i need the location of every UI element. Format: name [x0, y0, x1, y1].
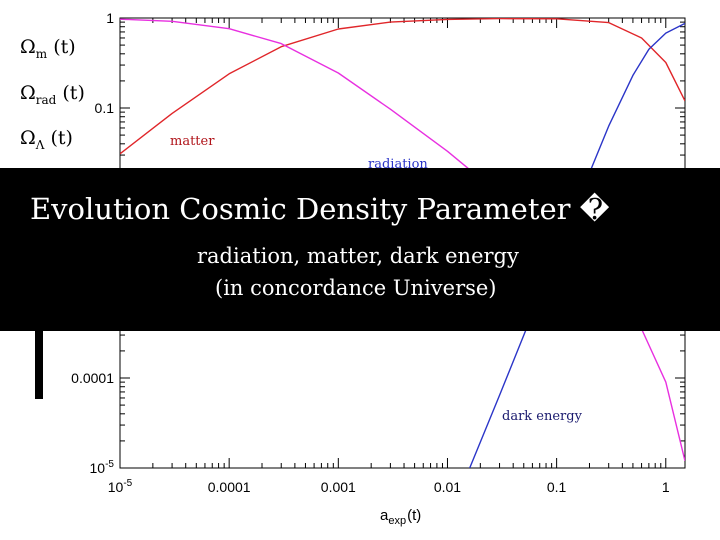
legend-entry-radiation: Ωrad (t) [20, 82, 85, 107]
legend-sub: m [35, 46, 48, 61]
x-tick-label: 10-5 [108, 478, 133, 495]
legend-entry-dark-energy: ΩΛ (t) [20, 127, 73, 152]
series-line-dark-energy [469, 22, 685, 468]
legend-entry-matter: Ωm (t) [20, 36, 76, 61]
curve-label-matter: matter [170, 134, 215, 149]
series-line-matter [120, 18, 685, 155]
legend-suffix: (t) [62, 82, 85, 104]
decorative-bar [35, 331, 43, 399]
x-tick-label: 0.1 [547, 479, 567, 495]
x-axis-label: aexp(t) [380, 507, 421, 527]
x-tick-label: 1 [662, 479, 670, 495]
legend-sub: Λ [35, 137, 45, 152]
banner-subtitle-line1: radiation, matter, dark energy [197, 244, 519, 268]
axis-ticks: 10-5 0.0001 0.001 0.01 0.1 1 10-5 0.0001 0.1 1 [71, 10, 685, 495]
legend-suffix: (t) [53, 36, 76, 58]
legend-symbol: Ω [20, 127, 36, 149]
x-tick-label: 0.01 [434, 479, 461, 495]
curve-label-dark-energy: dark energy [502, 409, 582, 424]
y-tick-label: 10-5 [90, 459, 115, 476]
x-tick-label: 0.0001 [208, 479, 251, 495]
legend-symbol: Ω [20, 82, 36, 104]
y-tick-label: 0.0001 [71, 370, 114, 386]
banner-title-text: Evolution Cosmic Density Parameter [30, 192, 571, 226]
banner-subtitle-line2: (in concordance Universe) [215, 276, 497, 300]
y-tick-label: 1 [106, 10, 114, 26]
y-tick-label: 0.1 [95, 100, 115, 116]
legend-suffix: (t) [50, 127, 73, 149]
legend-symbol: Ω [20, 36, 36, 58]
banner-title: Evolution Cosmic Density Parameter � [30, 192, 609, 226]
title-banner: Evolution Cosmic Density Parameter � rad… [0, 168, 720, 331]
legend-sub: rad [35, 92, 57, 107]
x-tick-label: 0.001 [321, 479, 356, 495]
banner-title-glyph: � [579, 192, 610, 226]
